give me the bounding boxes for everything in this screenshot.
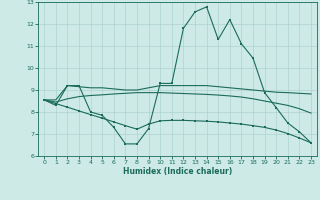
X-axis label: Humidex (Indice chaleur): Humidex (Indice chaleur) bbox=[123, 167, 232, 176]
